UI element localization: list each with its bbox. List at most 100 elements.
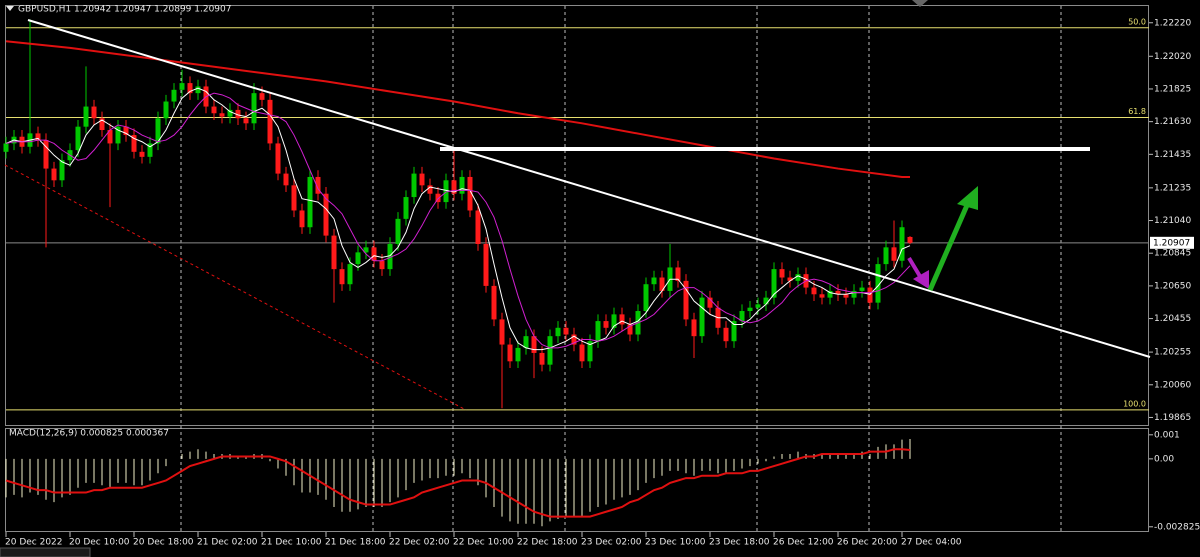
candle-body xyxy=(259,93,265,100)
candle-body xyxy=(195,86,201,94)
candle-body xyxy=(691,319,697,337)
x-tick-label: 23 Dec 10:00 xyxy=(645,538,706,548)
candle-body xyxy=(291,185,297,211)
x-tick-label: 22 Dec 18:00 xyxy=(517,538,578,548)
x-tick-label: 21 Dec 02:00 xyxy=(197,538,258,548)
candle-body xyxy=(83,106,89,127)
candle-body xyxy=(155,118,161,144)
x-tick-label: 21 Dec 18:00 xyxy=(325,538,386,548)
candle-body xyxy=(91,106,97,119)
candle-body xyxy=(603,321,609,328)
candle-body xyxy=(35,133,41,141)
candle-body xyxy=(827,290,833,298)
candle-body xyxy=(323,193,329,236)
candle-body xyxy=(883,247,889,265)
candle-body xyxy=(763,297,769,305)
arrow-shaft xyxy=(927,201,971,292)
y-tick-label: 1.20060 xyxy=(1154,380,1191,390)
candle-body xyxy=(523,336,529,348)
arrow-shaft xyxy=(907,256,923,280)
macd-title: MACD(12,26,9) 0.000825 0.000367 xyxy=(9,429,169,439)
candle-body xyxy=(499,319,505,345)
candle-body xyxy=(363,247,369,253)
candle-body xyxy=(115,126,121,144)
candle-body xyxy=(683,280,689,320)
price-layer xyxy=(3,19,1149,411)
moving-average xyxy=(5,92,911,349)
candle-body xyxy=(795,274,801,281)
candle-body xyxy=(787,277,793,281)
candle-body xyxy=(387,243,393,270)
candle-body xyxy=(475,210,481,244)
candle-body xyxy=(123,126,129,136)
candle-body xyxy=(851,290,857,298)
candle-body xyxy=(875,264,881,303)
candle-body xyxy=(355,252,361,265)
candle-body xyxy=(51,168,57,181)
last-price-label: 1.20907 xyxy=(1153,238,1190,248)
candle-body xyxy=(899,227,905,261)
candle-body xyxy=(859,287,865,291)
x-tick-label: 27 Dec 04:00 xyxy=(901,538,962,548)
candle-body xyxy=(771,269,777,298)
y-tick-label: 1.20455 xyxy=(1154,314,1191,324)
candle-body xyxy=(179,83,185,90)
y-tick-label: 1.19865 xyxy=(1154,413,1191,423)
candle-body xyxy=(755,304,761,308)
candle-body xyxy=(627,324,633,335)
candle-body xyxy=(739,311,745,322)
candle-body xyxy=(563,327,569,335)
candle-body xyxy=(819,294,825,298)
candle-body xyxy=(835,290,841,295)
x-tick-label: 21 Dec 10:00 xyxy=(261,538,322,548)
y-tick-label: 1.21630 xyxy=(1154,117,1191,127)
candle-body xyxy=(579,344,585,362)
candle-body xyxy=(251,93,257,124)
fib-label: 61.8 xyxy=(1128,107,1146,116)
candle-body xyxy=(779,269,785,278)
signal-line xyxy=(5,448,911,518)
y-tick-label: -0.002825 xyxy=(1154,522,1200,532)
y-tick-label: 1.22220 xyxy=(1154,18,1191,28)
scroll-marker xyxy=(912,0,928,7)
price-title: GBPUSD,H1 1.20942 1.20947 1.20899 1.2090… xyxy=(18,5,231,15)
candle-body xyxy=(211,106,217,114)
fib-label: 50.0 xyxy=(1128,17,1146,26)
arrow-head xyxy=(957,186,978,210)
candle-body xyxy=(235,109,241,119)
candle-body xyxy=(619,314,625,325)
candle-body xyxy=(731,321,737,342)
y-tick-label: 0.001 xyxy=(1154,430,1180,440)
tab xyxy=(0,547,91,557)
candle-body xyxy=(395,218,401,244)
candle-body xyxy=(723,327,729,342)
candle-body xyxy=(59,160,65,181)
last-price-box xyxy=(1150,236,1194,249)
candle-body xyxy=(483,243,489,286)
candle-body xyxy=(187,83,193,94)
candle-body xyxy=(891,247,897,261)
y-tick-label: 1.20255 xyxy=(1154,348,1191,358)
fib-label: 100.0 xyxy=(1123,399,1146,408)
candle-body xyxy=(555,327,561,337)
candle-body xyxy=(571,334,577,345)
x-tick-label: 22 Dec 10:00 xyxy=(453,538,514,548)
candle-body xyxy=(307,176,313,228)
price-pane-frame xyxy=(5,5,1149,426)
candle-body xyxy=(747,307,753,312)
y-tick-label: 1.21825 xyxy=(1154,84,1191,94)
candle-body xyxy=(403,197,409,219)
candle-body xyxy=(867,287,873,303)
green-arrow xyxy=(927,186,978,292)
candle-body xyxy=(347,264,353,285)
x-tick-label: 20 Dec 2022 xyxy=(5,538,63,548)
candle-body xyxy=(171,89,177,102)
candle-body xyxy=(227,109,233,117)
trend-line xyxy=(27,19,1151,358)
candle-body xyxy=(595,321,601,342)
x-tick-label: 22 Dec 02:00 xyxy=(389,538,450,548)
candle-body xyxy=(539,352,545,365)
y-tick-label: 1.21235 xyxy=(1154,183,1191,193)
